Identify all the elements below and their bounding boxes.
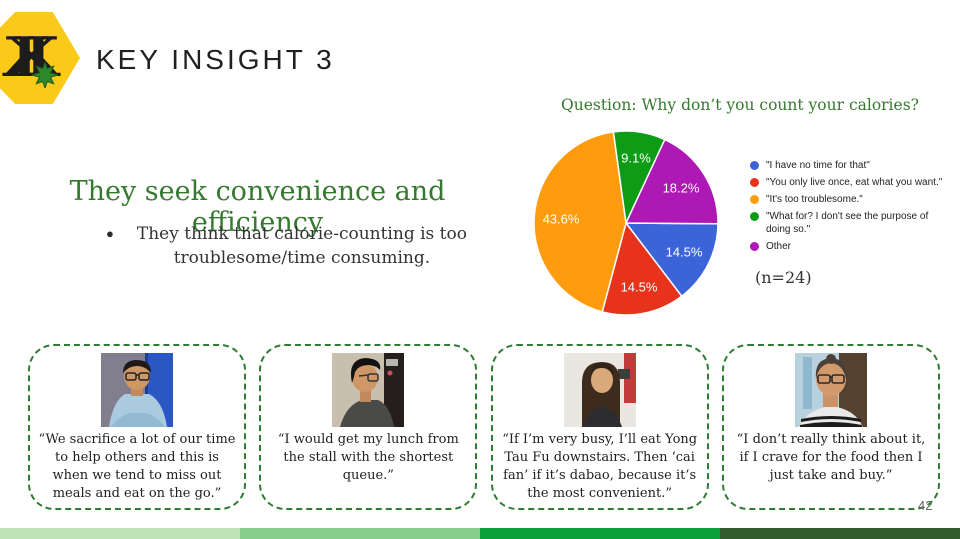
photo-woman-long-hair xyxy=(563,353,636,427)
pie-slice xyxy=(601,221,683,316)
legend-item: "I have no time for that" xyxy=(750,159,948,172)
legend-label: Other xyxy=(766,241,792,252)
legend-color-dot xyxy=(750,178,759,187)
quote-text: “I would get my lunch from the stall wit… xyxy=(277,432,459,483)
maple-leaf-icon xyxy=(32,62,58,88)
quote-card: “If I’m very busy, I’ll eat Yong Tau Fu … xyxy=(490,344,709,510)
quote-text: “If I’m very busy, I’ll eat Yong Tau Fu … xyxy=(502,432,698,501)
footer-bar-segment xyxy=(240,528,480,539)
quote-cards-row: “We sacrifice a lot of our time to help … xyxy=(28,344,940,511)
chart-title: Question: Why don’t you count your calor… xyxy=(561,96,919,114)
bullet-dot: ● xyxy=(106,226,114,241)
pie-svg xyxy=(533,130,719,316)
legend-color-dot xyxy=(750,242,759,251)
pie-slice-label: 14.5% xyxy=(665,244,703,260)
sample-size-label: (n=24) xyxy=(755,268,812,287)
legend-color-dot xyxy=(750,195,759,204)
insight-bullet: ● They think that calorie-counting is to… xyxy=(106,222,478,270)
quote-card: “We sacrifice a lot of our time to help … xyxy=(28,344,246,510)
legend-item: "What for? I don't see the purpose of do… xyxy=(750,210,948,236)
legend-label: "I have no time for that" xyxy=(766,160,870,171)
chart-legend: "I have no time for that" "You only live… xyxy=(750,159,948,257)
pie-chart: 14.5% 14.5% 43.6% 9.1% 18.2% xyxy=(532,130,720,318)
legend-label: "You only live once, eat what you want." xyxy=(766,177,943,188)
photo-man-glasses-profile xyxy=(332,353,405,427)
legend-color-dot xyxy=(750,212,759,221)
quote-card: “I would get my lunch from the stall wit… xyxy=(259,344,478,510)
insight-heading: They seek convenience and efficiency xyxy=(69,176,446,239)
legend-item: "It's too troublesome." xyxy=(750,193,948,206)
legend-item: Other xyxy=(750,240,948,253)
page-number: 42 xyxy=(918,498,933,513)
footer-bar xyxy=(0,528,960,539)
pie-slice-label: 14.5% xyxy=(620,279,658,295)
quote-card: “I don’t really think about it, if I cra… xyxy=(721,344,940,510)
footer-bar-segment xyxy=(480,528,720,539)
pie-slice xyxy=(533,131,627,313)
legend-label: "What for? I don't see the purpose of do… xyxy=(766,211,929,235)
quote-text: “I don’t really think about it, if I cra… xyxy=(736,432,926,483)
photo-woman-glasses xyxy=(794,353,867,427)
legend-label: "It's too troublesome." xyxy=(766,194,863,205)
legend-item: "You only live once, eat what you want." xyxy=(750,176,948,189)
pie-slice xyxy=(624,138,719,225)
pie-slice xyxy=(624,222,719,298)
pie-slice-label: 18.2% xyxy=(662,180,700,196)
photo-man-glasses-blue-room xyxy=(101,353,173,427)
legend-color-dot xyxy=(750,161,759,170)
pie-slice-label: 9.1% xyxy=(621,150,651,166)
footer-bar-segment xyxy=(720,528,960,539)
slide-title: KEY INSIGHT 3 xyxy=(96,44,335,75)
footer-bar-segment xyxy=(0,528,240,539)
quote-text: “We sacrifice a lot of our time to help … xyxy=(38,432,236,501)
bullet-text: They think that calorie-counting is too … xyxy=(136,224,467,268)
brand-logo: K K xyxy=(0,12,80,104)
pie-slice-label: 43.6% xyxy=(542,211,580,227)
